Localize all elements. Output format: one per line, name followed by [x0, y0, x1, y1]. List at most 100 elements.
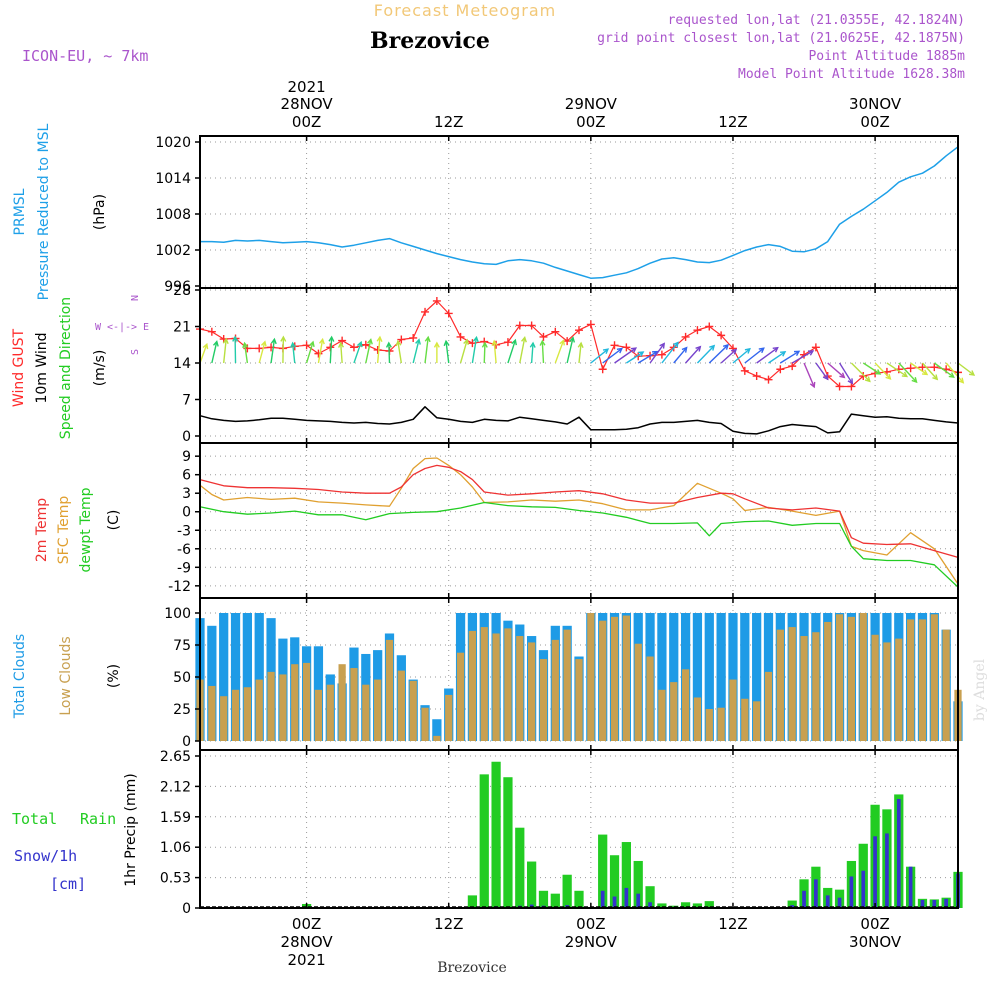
gust-marker	[515, 321, 524, 330]
gust-marker	[622, 343, 631, 352]
low-cloud-bar	[753, 701, 761, 741]
wind-arrow-head	[681, 346, 688, 353]
gust-marker	[527, 321, 536, 330]
wind-arrow-head	[242, 341, 249, 349]
rain-bar	[527, 861, 537, 908]
rain-bar	[704, 901, 714, 908]
wind-arrow	[827, 362, 845, 378]
y-tick-label: -12	[168, 579, 191, 595]
wind-arrow-head	[901, 371, 909, 378]
wind-arrow	[459, 339, 468, 364]
wind-arrow	[243, 343, 249, 364]
low-cloud-bar	[800, 636, 808, 741]
low-cloud-bar	[504, 628, 512, 741]
pressure-panel-labels: PRMSL Pressure Reduced to MSL (hPa)	[12, 123, 108, 300]
wind-arrow	[933, 362, 955, 378]
wind-arrow	[270, 339, 276, 364]
wind-panel-labels: Wind GUST 10m Wind Speed and Direction (…	[11, 295, 149, 439]
total-cloud-bar	[254, 613, 264, 741]
low-cloud-bar	[812, 632, 820, 741]
y-tick-label: 3	[182, 486, 191, 502]
wind-arrow-head	[577, 341, 584, 348]
wind-arrow	[791, 350, 814, 364]
panel-frames	[195, 135, 959, 909]
wind-arrow	[507, 339, 517, 364]
compass-legend: N S W E <-|->	[95, 295, 149, 355]
total-cloud-bar	[716, 613, 726, 741]
gust-marker	[503, 338, 512, 347]
sfc-temp-line	[199, 457, 959, 585]
top-time-hour: 00Z	[860, 113, 889, 131]
total-cloud-bar	[752, 613, 762, 741]
snow-bar	[814, 879, 818, 908]
temp2m-label: 2m Temp	[34, 498, 50, 562]
wind-arrow-head	[338, 341, 345, 348]
total-cloud-bar	[657, 613, 667, 741]
wind-arrow-head	[911, 376, 918, 384]
low-cloud-bar	[362, 684, 370, 741]
wind-arrow	[530, 342, 534, 364]
total-cloud-bar	[219, 613, 229, 741]
wind-arrow	[317, 339, 324, 364]
low-cloud-bar	[421, 707, 429, 741]
low-cloud-bar	[741, 698, 749, 741]
snow-bar	[624, 887, 629, 908]
snow-bar	[885, 833, 889, 908]
wind-arrow	[554, 340, 565, 364]
low-cloud-bar	[942, 629, 950, 741]
wind-arrow-head	[539, 339, 546, 346]
rain-bar	[574, 890, 584, 908]
rain-bar	[609, 855, 620, 908]
y-tick-label: 100	[164, 606, 191, 622]
wind-arrow	[910, 362, 928, 376]
gust-marker	[859, 372, 868, 381]
prmsl-label: PRMSL	[12, 188, 28, 235]
bottom-time-hour: 12Z	[718, 915, 747, 933]
snow-bar	[849, 876, 854, 908]
wind-arrow	[566, 337, 574, 364]
wind-arrow	[305, 341, 314, 364]
snow-bar	[873, 836, 877, 908]
y-tick-label: 7	[182, 393, 191, 409]
y-tick-label: -9	[177, 560, 191, 576]
snow-label: Snow/1h	[14, 847, 77, 865]
low-cloud-bar	[445, 694, 453, 741]
y-tick-label: 0.53	[160, 871, 191, 887]
wind-arrow	[397, 341, 403, 364]
wind-arrow	[649, 343, 665, 364]
y-tick-label: 0	[182, 734, 191, 750]
bottom-time-hour: 12Z	[434, 915, 463, 933]
top-time-hour: 12Z	[718, 113, 747, 131]
rain-bar	[538, 890, 549, 908]
gust-marker	[717, 331, 726, 340]
wind-arrow-head	[864, 376, 871, 383]
compass-arrows: <-|->	[107, 322, 137, 333]
wind-arrow	[637, 351, 658, 364]
low-cloud-bar	[918, 619, 927, 741]
info-line-4: Model Point Altitude 1628.38m	[738, 67, 965, 82]
wind-arrow-head	[202, 342, 209, 350]
compass-e: E	[143, 322, 149, 333]
wind-arrow	[803, 362, 815, 388]
total-cloud-bar	[692, 613, 703, 741]
wind-arrow	[493, 341, 497, 364]
wind-arrow	[471, 337, 478, 364]
low-cloud-bar	[847, 616, 856, 741]
snow-bar	[837, 897, 842, 908]
precip-panel-labels: Total Rain Snow/1h [cm] 1hr Precip (mm)	[12, 773, 139, 893]
model-label: ICON-EU, ~ 7km	[22, 47, 148, 65]
snow-bar	[861, 870, 866, 908]
wind-arrow-head	[921, 369, 929, 376]
low-cloud-bar	[220, 696, 228, 741]
wind-desc-label: Speed and Direction	[58, 297, 74, 439]
rain-bar	[787, 900, 797, 908]
temp-panel-labels: 2m Temp SFC Temp dewpt Temp (C)	[34, 487, 122, 572]
low-cloud-bar	[871, 634, 879, 741]
y-tick-label: 21	[173, 320, 191, 336]
gust-marker	[456, 332, 465, 341]
wind-arrow	[673, 347, 688, 364]
wind-arrow-head	[212, 340, 219, 347]
gust-marker	[764, 375, 773, 384]
wind-arrow	[862, 362, 881, 375]
low-cloud-bar	[907, 619, 915, 741]
